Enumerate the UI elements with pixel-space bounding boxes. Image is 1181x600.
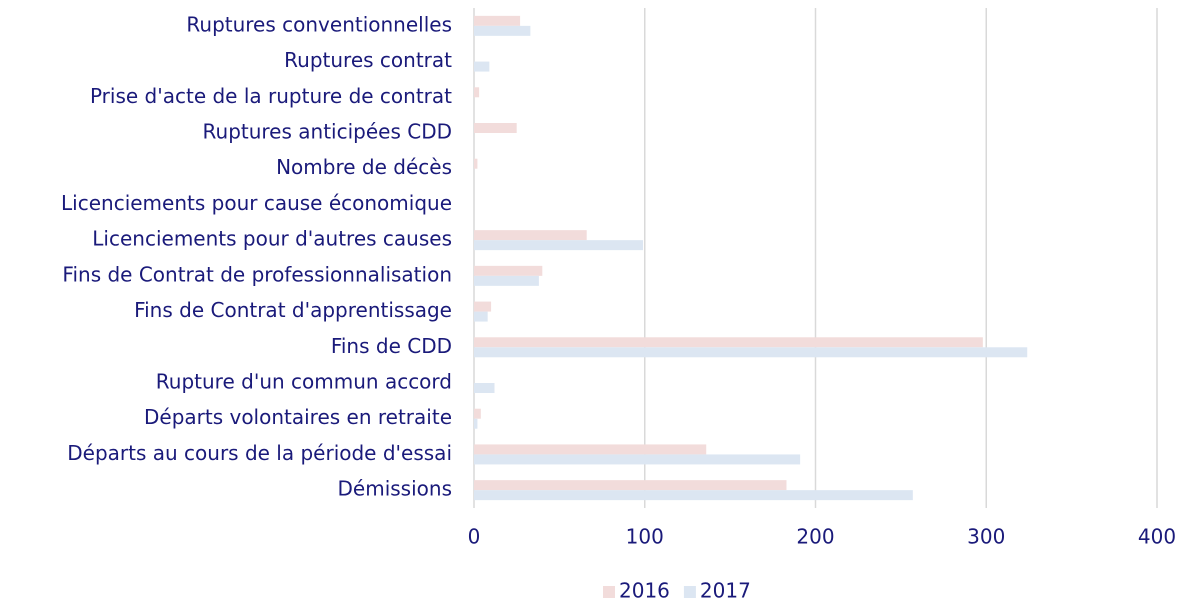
y-tick-label: Prise d'acte de la rupture de contrat [90, 84, 452, 108]
x-tick-label: 200 [796, 525, 834, 549]
bar [474, 240, 644, 251]
y-tick-label: Ruptures anticipées CDD [203, 120, 452, 144]
x-tick-label: 300 [967, 525, 1005, 549]
bar [474, 311, 488, 322]
y-tick-label: Départs au cours de la période d'essai [67, 441, 452, 465]
bar [474, 418, 478, 429]
bar [474, 444, 707, 455]
bar [474, 490, 913, 501]
y-tick-label: Ruptures conventionnelles [186, 12, 452, 36]
bar [474, 87, 480, 98]
y-tick-label: Licenciements pour d'autres causes [92, 227, 452, 251]
x-tick-label: 0 [468, 525, 481, 549]
y-tick-label: Fins de CDD [331, 334, 452, 358]
bar [474, 480, 787, 491]
y-tick-label: Licenciements pour cause économique [61, 191, 452, 215]
bar [474, 347, 1028, 358]
bar [474, 265, 543, 276]
legend-swatch [683, 586, 696, 598]
bar [474, 275, 539, 286]
bar [474, 454, 801, 465]
bar [474, 301, 492, 312]
y-tick-label: Ruptures contrat [284, 48, 452, 72]
bar [474, 61, 490, 72]
y-tick-label: Départs volontaires en retraite [144, 405, 452, 429]
bar [474, 383, 495, 393]
legend-label: 2016 [619, 579, 670, 600]
bar [474, 337, 983, 348]
x-tick-label: 400 [1138, 525, 1176, 549]
legend-label: 2017 [700, 579, 751, 600]
x-tick-label: 100 [626, 525, 664, 549]
legend-swatch [603, 586, 615, 598]
y-tick-label: Démissions [338, 477, 452, 501]
y-tick-label: Fins de Contrat d'apprentissage [134, 298, 452, 322]
bar [474, 158, 478, 169]
y-tick-label: Nombre de décès [276, 155, 452, 179]
bar [474, 230, 587, 241]
bar [474, 123, 517, 133]
bar [474, 25, 531, 36]
y-tick-label: Fins de Contrat de professionnalisation [62, 262, 452, 286]
bar [474, 15, 521, 26]
y-tick-label: Rupture d'un commun accord [156, 370, 452, 394]
bar [474, 408, 481, 419]
